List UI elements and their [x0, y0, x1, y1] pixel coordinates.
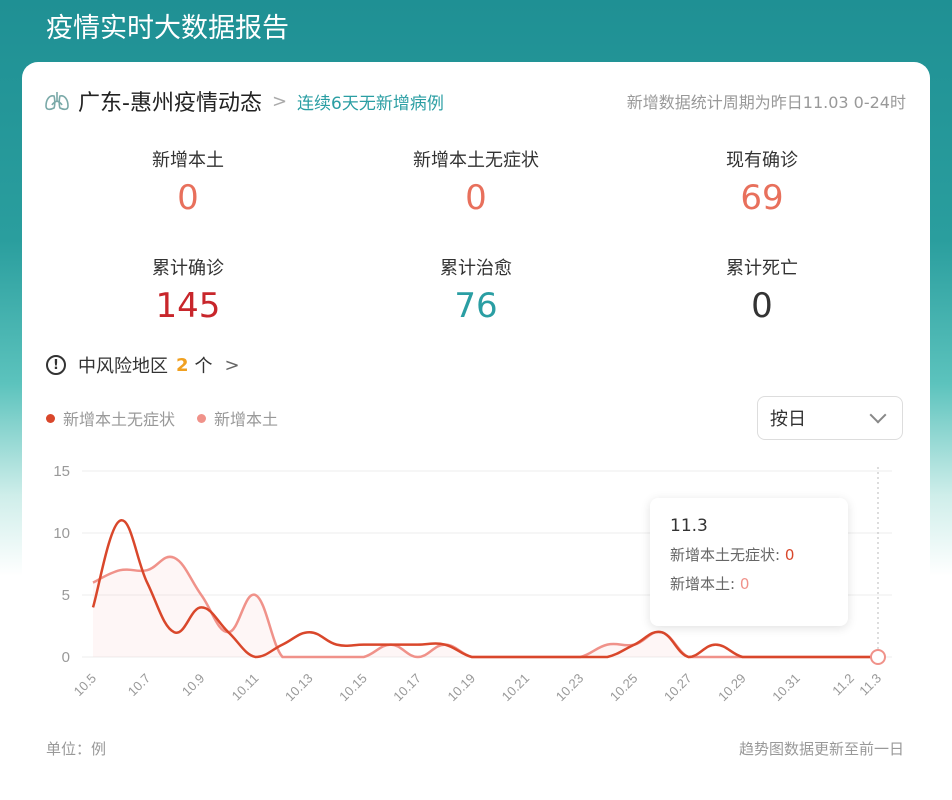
- x-tick-label: 10.5: [71, 671, 100, 700]
- stat-value: 76: [454, 286, 498, 326]
- series-line-asymptomatic: [91, 519, 878, 659]
- chart-tooltip: 11.3 新增本土无症状: 0 新增本土: 0: [650, 498, 848, 626]
- x-tick-label: 10.29: [715, 671, 749, 705]
- stat-period-text: 新增数据统计周期为昨日11.03 0-24时: [626, 93, 906, 112]
- chevron-right-icon[interactable]: >: [271, 90, 288, 112]
- y-tick-label: 0: [62, 649, 70, 666]
- stat-total-cured: 累计治愈 76: [356, 254, 596, 326]
- tooltip-label: 新增本土:: [670, 575, 736, 593]
- x-tick-label: 10.19: [444, 671, 478, 705]
- stat-label: 新增本土: [152, 150, 224, 171]
- update-note: 趋势图数据更新至前一日: [738, 740, 904, 758]
- medium-risk-link[interactable]: ! 中风险地区 2 个 >: [46, 352, 240, 378]
- x-tick-label: 10.11: [229, 671, 262, 704]
- tooltip-row-asymptomatic: 新增本土无症状: 0: [670, 544, 828, 565]
- hover-point-marker: [870, 649, 886, 665]
- risk-count: 2: [176, 354, 189, 376]
- stat-label: 现有确诊: [726, 150, 798, 171]
- stat-value: 0: [465, 178, 487, 218]
- stat-total-confirmed: 累计确诊 145: [68, 254, 308, 326]
- streak-text: 连续6天无新增病例: [297, 93, 444, 114]
- stat-value: 145: [155, 286, 221, 326]
- y-tick-label: 15: [53, 463, 70, 480]
- legend-label: 新增本土: [214, 410, 279, 429]
- risk-label: 中风险地区: [78, 356, 168, 377]
- stat-value: 0: [177, 178, 199, 218]
- x-tick-label: 10.31: [769, 671, 803, 705]
- stat-label: 累计死亡: [726, 258, 798, 279]
- x-tick-label: 11.3: [856, 671, 884, 699]
- select-value: 按日: [770, 409, 806, 430]
- tooltip-label: 新增本土无症状:: [670, 546, 781, 564]
- stat-value: 69: [740, 178, 784, 218]
- stat-label: 累计确诊: [152, 258, 224, 279]
- chart-legend: 新增本土无症状 新增本土: [46, 406, 300, 430]
- tooltip-value: 0: [739, 575, 750, 593]
- stat-value: 0: [751, 286, 773, 326]
- stat-total-deaths: 累计死亡 0: [642, 254, 882, 326]
- alert-circle-icon: !: [46, 355, 66, 375]
- region-title[interactable]: 广东-惠州疫情动态: [78, 91, 262, 116]
- x-tick-label: 11.2: [829, 671, 857, 699]
- legend-dot-icon: [197, 413, 207, 423]
- stat-label: 新增本土无症状: [413, 150, 539, 171]
- stat-current-confirmed: 现有确诊 69: [642, 146, 882, 218]
- area-fill: [93, 556, 878, 657]
- x-tick-label: 10.17: [390, 671, 424, 705]
- epidemic-card: 广东-惠州疫情动态 > 连续6天无新增病例 新增数据统计周期为昨日11.03 0…: [22, 62, 930, 800]
- trend-chart[interactable]: 0 5 10 15 10.5 10.7 10.9 10.11 10.13 10.15 10.17 10…: [22, 62, 930, 762]
- granularity-select[interactable]: 按日: [757, 396, 903, 440]
- x-tick-label: 10.23: [553, 671, 587, 705]
- chevron-right-icon: >: [224, 354, 240, 376]
- x-tick-label: 10.21: [499, 671, 533, 705]
- x-tick-label: 10.13: [282, 671, 316, 705]
- tooltip-value: 0: [784, 546, 795, 564]
- x-tick-label: 10.15: [336, 671, 370, 705]
- y-tick-label: 5: [62, 587, 70, 604]
- tooltip-row-local: 新增本土: 0: [670, 573, 828, 594]
- legend-item-local[interactable]: 新增本土: [197, 406, 278, 430]
- legend-item-asymptomatic[interactable]: 新增本土无症状: [46, 406, 175, 430]
- stat-label: 累计治愈: [440, 258, 512, 279]
- lungs-icon: [45, 92, 69, 111]
- x-tick-label: 10.9: [179, 671, 208, 700]
- legend-label: 新增本土无症状: [63, 410, 176, 429]
- card-header: 广东-惠州疫情动态 > 连续6天无新增病例 新增数据统计周期为昨日11.03 0…: [44, 86, 906, 116]
- legend-dot-icon: [46, 413, 55, 423]
- stat-new-local: 新增本土 0: [68, 146, 308, 218]
- x-tick-label: 10.7: [125, 671, 154, 700]
- x-tick-label: 10.27: [661, 671, 695, 705]
- unit-label: 单位：例: [46, 740, 107, 758]
- page-title: 疫情实时大数据报告: [46, 13, 289, 44]
- stat-new-asymptomatic: 新增本土无症状 0: [356, 146, 596, 218]
- risk-unit: 个: [194, 356, 213, 377]
- tooltip-date: 11.3: [670, 516, 708, 536]
- x-tick-label: 10.25: [607, 671, 641, 705]
- y-tick-label: 10: [53, 525, 70, 542]
